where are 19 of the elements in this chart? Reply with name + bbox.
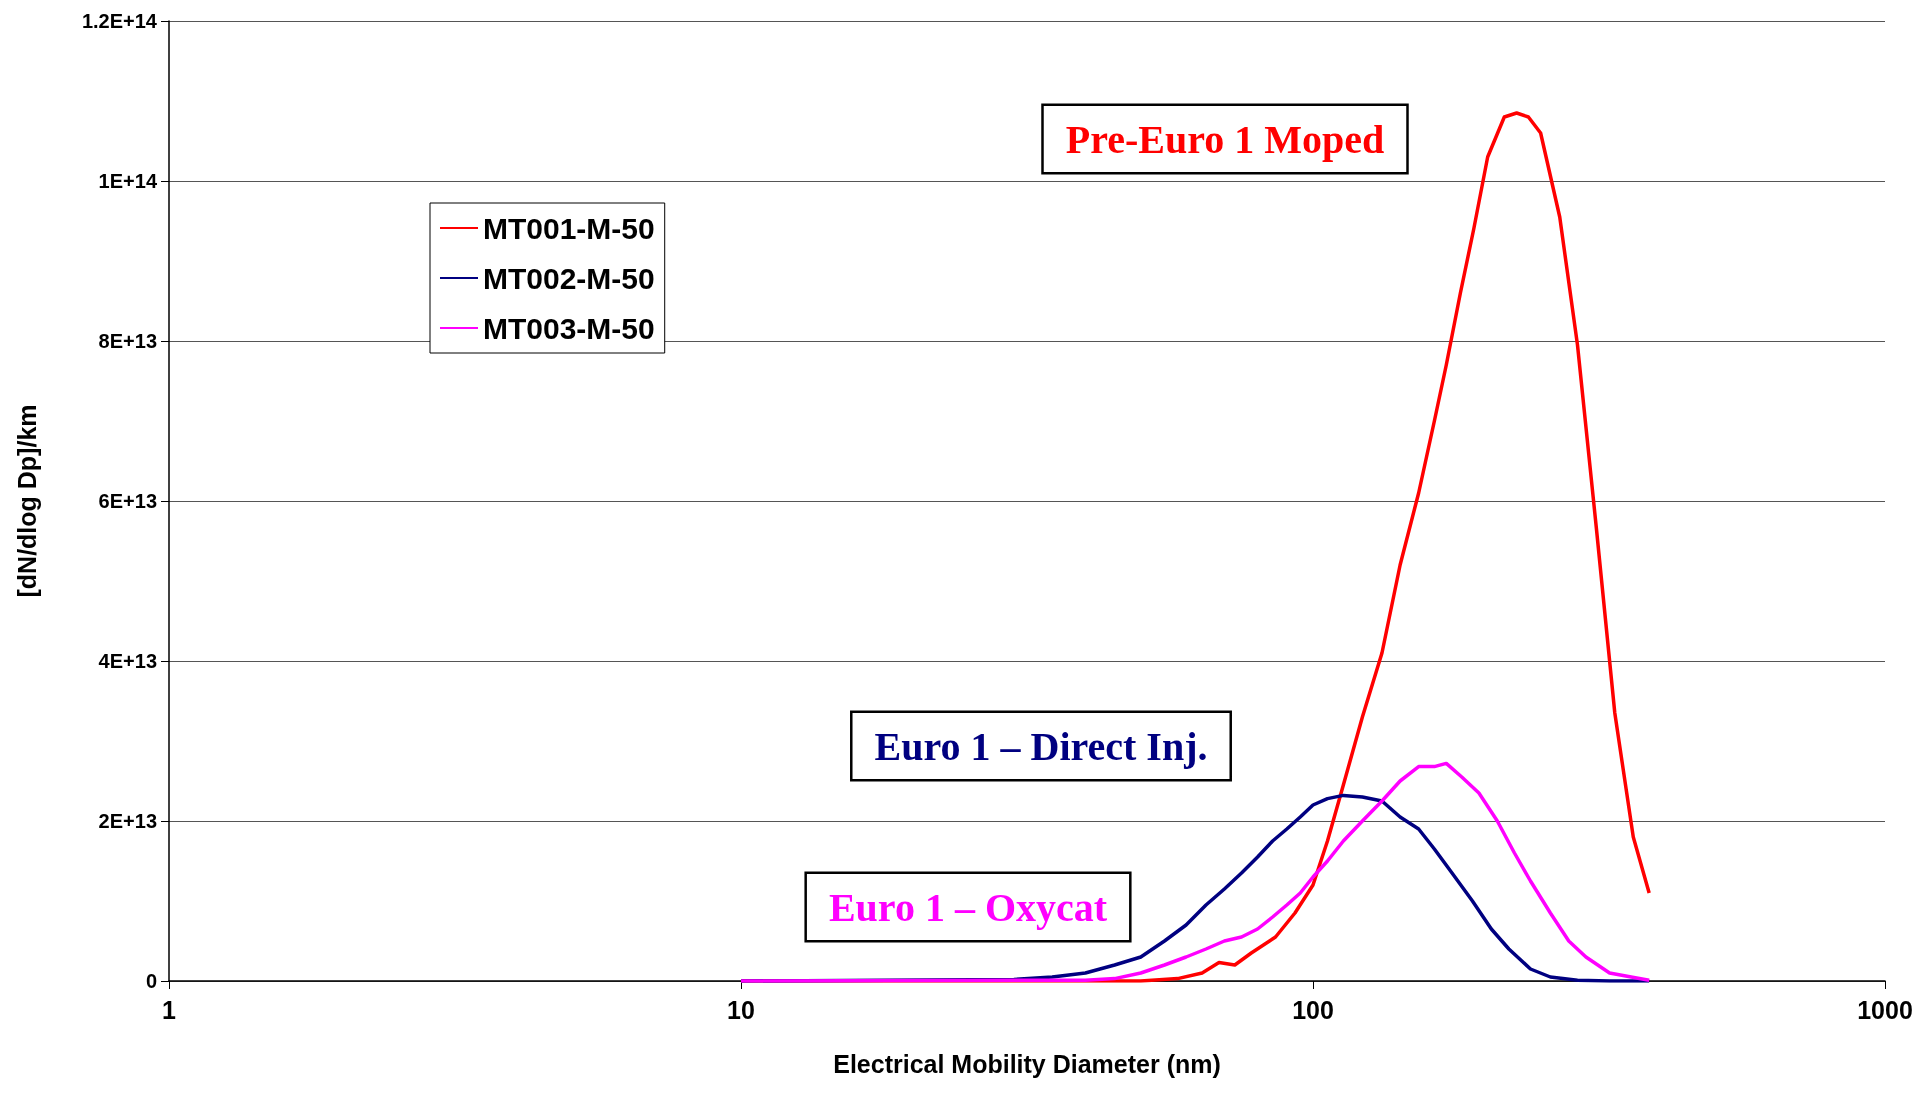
x-tick-label: 100 <box>1292 995 1334 1024</box>
x-axis-title: Electrical Mobility Diameter (nm) <box>833 1049 1221 1078</box>
legend-label: MT001-M-50 <box>483 211 655 245</box>
legend-label: MT002-M-50 <box>483 261 655 295</box>
y-tick-label: 0 <box>145 970 157 992</box>
x-tick-label: 1000 <box>1857 995 1913 1024</box>
x-tick-label: 1 <box>162 995 177 1024</box>
annotation: Euro 1 – Oxycat <box>828 884 1108 930</box>
y-tick-label: 4E+13 <box>98 650 157 672</box>
y-tick-label: 8E+13 <box>98 330 157 352</box>
y-tick-label: 2E+13 <box>98 810 157 832</box>
y-axis-title: [dN/dlog Dp]/km <box>12 404 41 598</box>
x-tick-label: 10 <box>727 995 755 1024</box>
annotation: Pre-Euro 1 Moped <box>1065 116 1385 162</box>
annotation: Euro 1 – Direct Inj. <box>874 723 1208 769</box>
legend-label: MT003-M-50 <box>483 311 655 345</box>
y-tick-label: 1E+14 <box>98 170 158 192</box>
y-tick-label: 6E+13 <box>98 490 157 512</box>
y-tick-label: 1.2E+14 <box>81 10 158 32</box>
